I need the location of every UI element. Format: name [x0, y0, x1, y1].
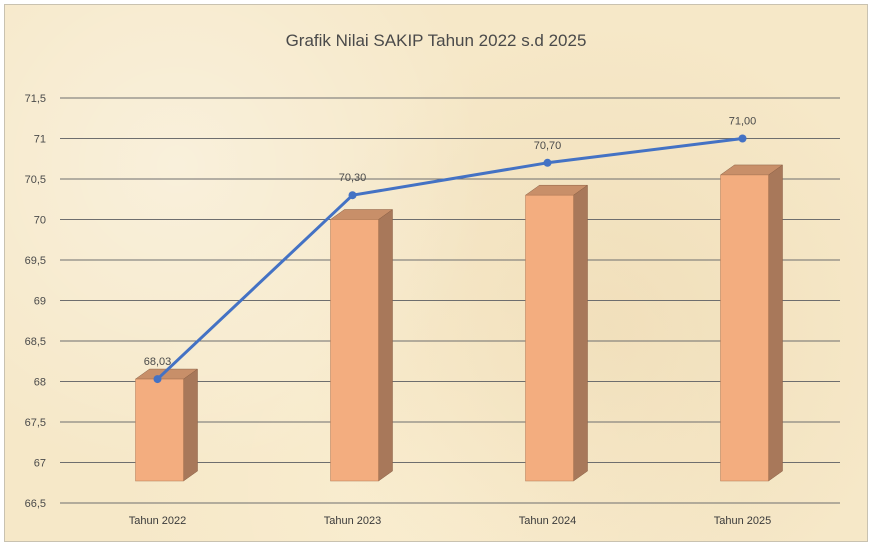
y-tick-label: 68,5	[25, 336, 46, 348]
bar	[329, 209, 394, 482]
x-category-label: Tahun 2024	[519, 515, 577, 527]
chart-title: Grafik Nilai SAKIP Tahun 2022 s.d 2025	[285, 31, 587, 50]
x-category-label: Tahun 2023	[324, 515, 382, 527]
y-tick-label: 71	[34, 134, 46, 146]
bar-front	[525, 194, 574, 482]
bar-side	[183, 368, 198, 482]
series-line	[156, 137, 743, 381]
data-label: 68,03	[144, 356, 172, 368]
line-point	[348, 191, 357, 200]
x-axis-categories: Tahun 2022 Tahun 2023 Tahun 2024 Tahun 2025	[129, 515, 772, 527]
bar-front	[135, 378, 184, 482]
bar	[134, 368, 199, 482]
bar-layer	[134, 164, 784, 482]
bar-side	[378, 209, 393, 482]
y-tick-label: 66,5	[25, 498, 46, 510]
y-tick-label: 67	[34, 458, 46, 470]
line-point	[543, 158, 552, 167]
data-label: 70,70	[534, 140, 562, 152]
line-point	[153, 375, 162, 384]
y-tick-label: 70	[34, 215, 46, 227]
y-tick-label: 69,5	[25, 255, 46, 267]
data-label: 70,30	[339, 172, 367, 184]
bar-front	[330, 219, 379, 482]
y-tick-label: 68	[34, 377, 46, 389]
y-tick-label: 70,5	[25, 174, 46, 186]
data-label: 71,00	[729, 116, 757, 128]
y-tick-label: 69	[34, 296, 46, 308]
bar	[524, 184, 589, 482]
bar	[719, 164, 784, 482]
x-category-label: Tahun 2025	[714, 515, 772, 527]
bar-side	[768, 164, 783, 482]
y-axis-ticks: 66,5 67 67,5 68 68,5 69 69,5 70 70,5 71 71,5	[25, 93, 46, 510]
bar-side	[573, 184, 588, 482]
y-tick-label: 71,5	[25, 93, 46, 105]
y-tick-label: 67,5	[25, 417, 46, 429]
bar-front	[720, 174, 769, 482]
line-layer: 68,03 70,30 70,70 71,00	[144, 116, 757, 384]
x-category-label: Tahun 2022	[129, 515, 187, 527]
line-point	[738, 134, 747, 143]
